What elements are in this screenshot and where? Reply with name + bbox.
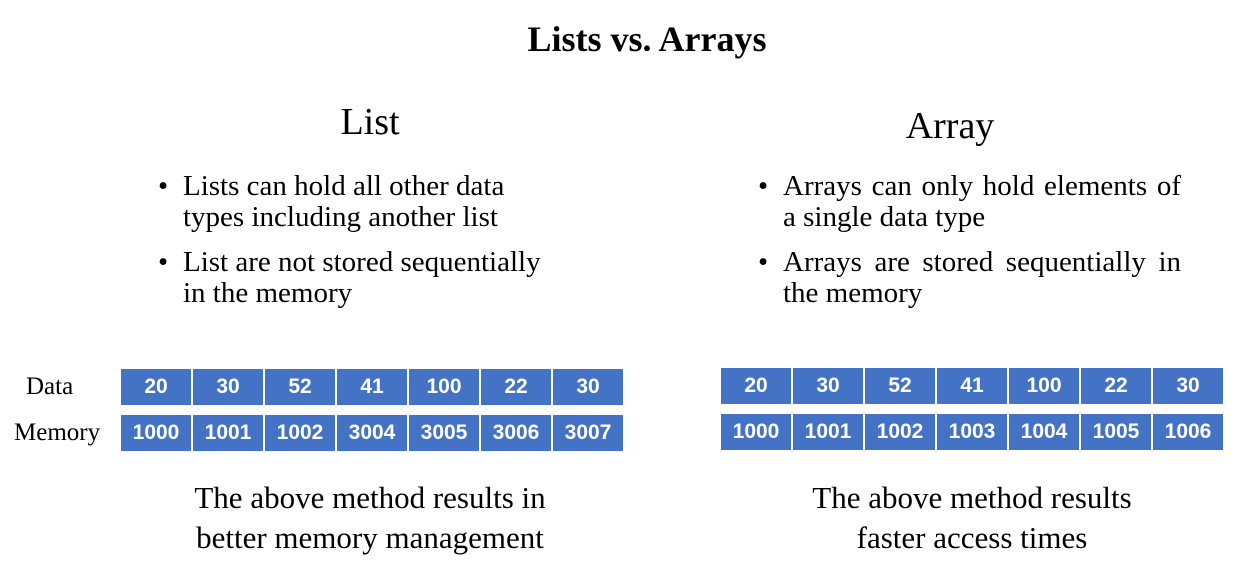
array-data-cell: 30 — [1153, 368, 1223, 404]
array-heading: Array — [905, 105, 995, 147]
array-memory-cell: 1001 — [793, 414, 863, 450]
list-data-cell: 20 — [121, 369, 191, 405]
array-memory-cell: 1003 — [937, 414, 1007, 450]
array-bullet-item: Arrays are stored sequentially in the me… — [758, 247, 1181, 309]
list-conclusion-line: The above method results in — [194, 480, 546, 515]
list-memory-cell: 3007 — [553, 415, 623, 451]
list-bullet-item: Lists can hold all other data types incl… — [158, 171, 548, 233]
array-memory-cell: 1005 — [1081, 414, 1151, 450]
list-data-cell: 30 — [193, 369, 263, 405]
array-memory-cell: 1002 — [865, 414, 935, 450]
memory-row-label: Memory — [14, 419, 101, 446]
list-conclusion: The above method results in better memor… — [120, 478, 620, 558]
list-data-cell: 30 — [553, 369, 623, 405]
list-memory-cell: 3004 — [337, 415, 407, 451]
array-bullets: Arrays can only hold elements of a singl… — [758, 171, 1181, 323]
list-data-row: 20 30 52 41 100 22 30 — [121, 369, 623, 405]
list-memory-cell: 1002 — [265, 415, 335, 451]
array-memory-cell: 1006 — [1153, 414, 1223, 450]
array-memory-row: 1000 1001 1002 1003 1004 1005 1006 — [721, 414, 1223, 450]
list-memory-cell: 1000 — [121, 415, 191, 451]
list-bullets: Lists can hold all other data types incl… — [158, 171, 548, 323]
list-bullet-item: List are not stored sequentially in the … — [158, 247, 548, 309]
list-memory-cell: 3005 — [409, 415, 479, 451]
array-data-row: 20 30 52 41 100 22 30 — [721, 368, 1223, 404]
array-bullet-item: Arrays can only hold elements of a singl… — [758, 171, 1181, 233]
list-conclusion-line: better memory management — [196, 520, 544, 555]
list-heading: List — [340, 101, 400, 143]
array-conclusion-line: The above method results — [812, 480, 1132, 515]
array-data-cell: 30 — [793, 368, 863, 404]
list-memory-cell: 3006 — [481, 415, 551, 451]
list-data-cell: 41 — [337, 369, 407, 405]
array-conclusion-line: faster access times — [856, 520, 1088, 555]
array-data-cell: 22 — [1081, 368, 1151, 404]
array-data-cell: 52 — [865, 368, 935, 404]
list-data-cell: 52 — [265, 369, 335, 405]
list-memory-row: 1000 1001 1002 3004 3005 3006 3007 — [121, 415, 623, 451]
array-memory-cell: 1000 — [721, 414, 791, 450]
list-data-cell: 100 — [409, 369, 479, 405]
list-data-cell: 22 — [481, 369, 551, 405]
array-data-cell: 100 — [1009, 368, 1079, 404]
array-data-cell: 20 — [721, 368, 791, 404]
list-memory-cell: 1001 — [193, 415, 263, 451]
data-row-label: Data — [26, 373, 74, 400]
array-conclusion: The above method results faster access t… — [722, 478, 1222, 558]
slide-title: Lists vs. Arrays — [527, 19, 767, 59]
array-memory-cell: 1004 — [1009, 414, 1079, 450]
array-data-cell: 41 — [937, 368, 1007, 404]
